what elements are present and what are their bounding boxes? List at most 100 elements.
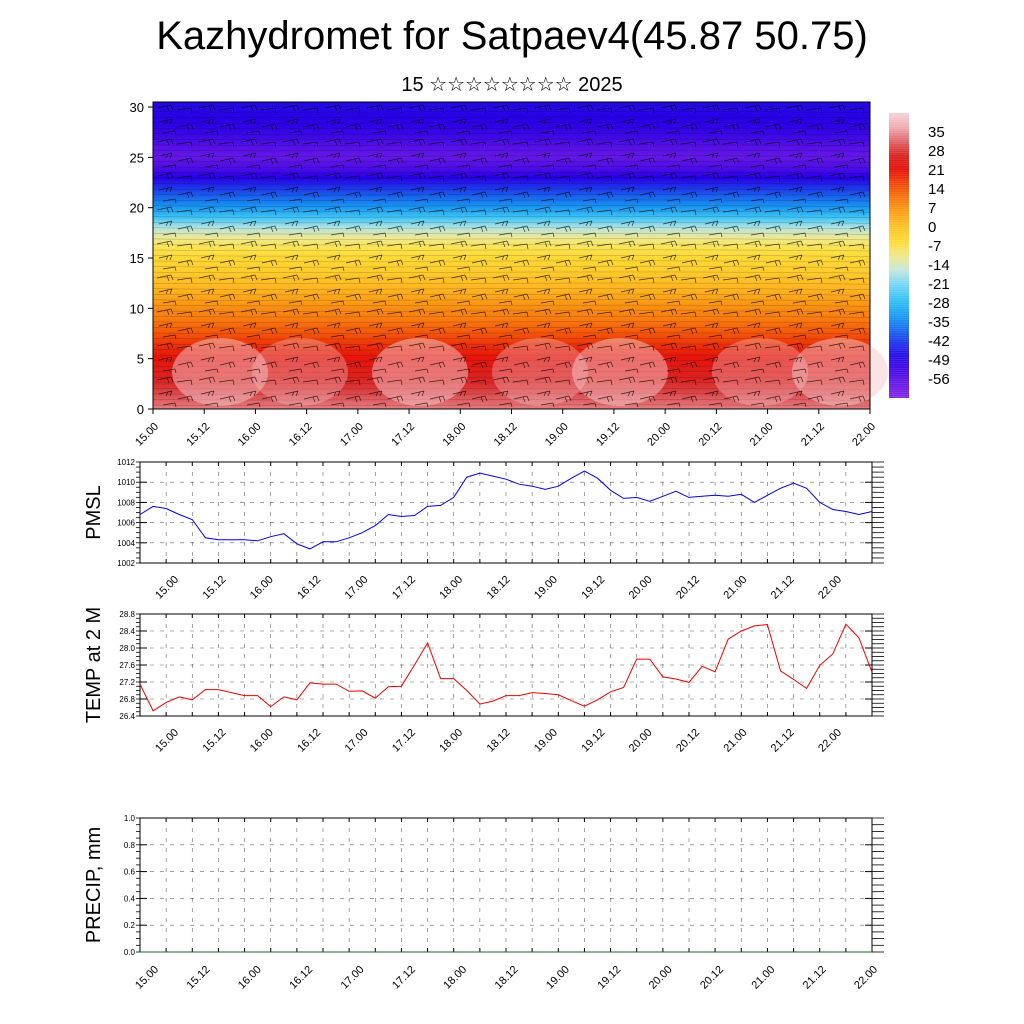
colorbar-label: -35: [928, 314, 950, 331]
y-tick-label: 0.6: [124, 868, 136, 877]
x-tick-label: 18.00: [440, 421, 468, 449]
x-tick-label: 20.00: [627, 574, 655, 602]
x-tick-label: 17.12: [390, 964, 418, 992]
pmsl-panel: 1002 1004 1006 1008 1010 1012 15.00 15.12 16.00 1…: [83, 458, 884, 602]
x-tick-label: 19.12: [594, 421, 622, 449]
x-tick-label: 20.12: [674, 574, 702, 602]
page-title: Kazhydromet for Satpaev4(45.87 50.75): [156, 14, 868, 58]
x-tick-label: 16.12: [295, 727, 323, 755]
x-tick-label: 20.12: [674, 727, 702, 755]
x-tick-label: 20.00: [645, 421, 673, 449]
y-tick-label: 25: [130, 150, 144, 165]
y-tick-label: 15: [130, 251, 144, 266]
x-tick-label: 22.00: [816, 727, 844, 755]
y-tick-label: 1008: [117, 498, 135, 507]
x-tick-label: 20.12: [697, 421, 725, 449]
x-tick-label: 21.12: [801, 964, 829, 992]
x-tick-label: 17.12: [390, 574, 418, 602]
x-tick-label: 21.12: [769, 727, 797, 755]
precip-panel: 0.0 0.2 0.4 0.6 0.8 1.0 15.00 15.12 16.00 16.12 17…: [83, 814, 884, 992]
x-tick-label: 18.12: [485, 727, 513, 755]
x-tick-label: 21.12: [799, 421, 827, 449]
x-tick-label: 20.00: [627, 727, 655, 755]
colorbar-label: 0: [928, 219, 936, 236]
colorbar-label: -21: [928, 276, 950, 293]
y-tick-label: 1006: [117, 519, 135, 528]
colorbar-label: 21: [928, 162, 945, 179]
x-tick-label: 18.12: [493, 964, 521, 992]
x-tick-label: 15.00: [133, 964, 161, 992]
y-tick-label: 1010: [117, 478, 135, 487]
page-subtitle: 15 ☆☆☆☆☆☆☆☆ 2025: [401, 74, 623, 96]
y-axis-title: TEMP at 2 M: [83, 607, 105, 723]
data-line: [139, 470, 873, 550]
data-line: [139, 623, 873, 712]
y-tick-label: 1012: [117, 458, 135, 467]
x-tick-label: 17.00: [339, 964, 367, 992]
x-tick-label: 19.00: [544, 964, 572, 992]
x-tick-label: 15.12: [184, 421, 212, 449]
y-tick-label: 1002: [117, 559, 135, 568]
y-tick-label: 27.2: [119, 678, 135, 687]
y-axis-title: PMSL: [83, 485, 105, 539]
x-tick-label: 15.00: [133, 421, 161, 449]
temperature-cross-section: 0 5 10 15 20 25 30 15.00 15.12 16.00 16.12 17.00 17.…: [130, 100, 950, 449]
y-tick-label: 5: [137, 352, 144, 367]
x-tick-label: 21.00: [749, 964, 777, 992]
colorbar-label: -7: [928, 238, 941, 255]
y-tick-label: 20: [130, 201, 144, 216]
x-tick-label: 17.12: [390, 727, 418, 755]
x-tick-label: 19.00: [532, 574, 560, 602]
x-tick-label: 16.00: [236, 964, 264, 992]
x-tick-label: 16.12: [287, 421, 315, 449]
y-tick-label: 26.4: [119, 712, 135, 721]
x-tick-label: 21.00: [721, 727, 749, 755]
y-tick-label: 28.4: [119, 627, 135, 636]
x-tick-label: 18.00: [437, 727, 465, 755]
y-tick-label: 10: [130, 301, 144, 316]
x-tick-label: 19.12: [579, 727, 607, 755]
x-tick-label: 21.12: [769, 574, 797, 602]
x-tick-label: 15.00: [153, 574, 181, 602]
colorbar-label: -42: [928, 333, 950, 350]
x-tick-label: 21.00: [748, 421, 776, 449]
x-tick-label: 21.00: [721, 574, 749, 602]
x-tick-label: 19.00: [532, 727, 560, 755]
x-tick-label: 20.12: [698, 964, 726, 992]
colorbar-label: 7: [928, 200, 936, 217]
y-tick-label: 0.2: [124, 921, 136, 930]
y-axis-title: PRECIP, mm: [83, 827, 105, 943]
x-tick-label: 19.12: [595, 964, 623, 992]
x-tick-label: 17.00: [343, 727, 371, 755]
x-tick-label: 17.12: [389, 421, 417, 449]
temp-2m-panel: 26.4 26.8 27.2 27.6 28.0 28.4 28.8 15.00 15.12 16…: [83, 607, 884, 755]
colorbar-label: 35: [928, 124, 945, 141]
x-tick-label: 22.00: [850, 421, 878, 449]
x-tick-label: 15.00: [153, 727, 181, 755]
wind-barbs: [153, 102, 870, 409]
x-tick-label: 16.00: [248, 727, 276, 755]
colorbar: [889, 113, 909, 398]
y-tick-label: 26.8: [119, 695, 135, 704]
x-tick-label: 18.12: [492, 421, 520, 449]
y-tick-label: 1.0: [124, 814, 136, 823]
x-tick-label: 15.12: [185, 964, 213, 992]
x-tick-label: 19.00: [543, 421, 571, 449]
x-tick-label: 18.00: [437, 574, 465, 602]
colorbar-label: 28: [928, 143, 945, 160]
colorbar-label: 14: [928, 181, 945, 198]
colorbar-label: -49: [928, 352, 950, 369]
x-tick-label: 20.00: [647, 964, 675, 992]
x-tick-label: 17.00: [338, 421, 366, 449]
x-tick-label: 15.12: [201, 574, 229, 602]
y-tick-label: 28.0: [119, 644, 135, 653]
y-tick-label: 1004: [117, 539, 135, 548]
colorbar-label: -28: [928, 295, 950, 312]
x-tick-label: 16.12: [287, 964, 315, 992]
y-tick-label: 28.8: [119, 610, 135, 619]
y-tick-label: 0.8: [124, 841, 136, 850]
x-tick-label: 18.12: [485, 574, 513, 602]
x-tick-label: 17.00: [343, 574, 371, 602]
colorbar-label: -14: [928, 257, 950, 274]
y-tick-label: 0: [137, 402, 144, 417]
